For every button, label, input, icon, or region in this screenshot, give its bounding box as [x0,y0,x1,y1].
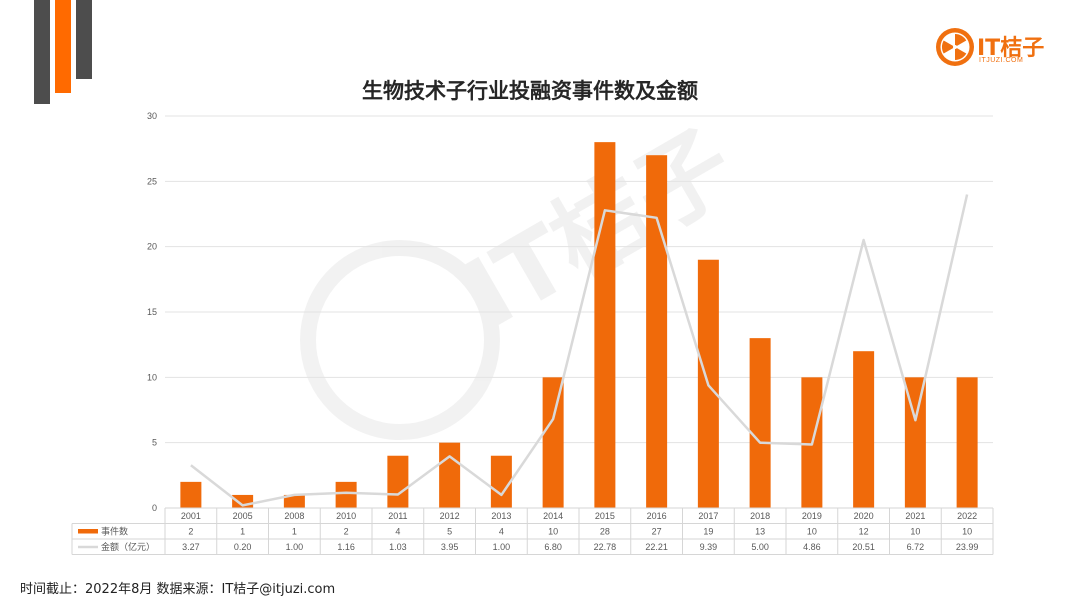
table-cell-amount: 6.72 [907,542,925,552]
x-tick-label: 2001 [181,511,201,521]
line-series-amount [190,194,969,507]
table-cell-amount: 9.39 [700,542,718,552]
decor-bar-dark-2 [76,0,92,79]
x-tick-label: 2018 [750,511,770,521]
table-cell-amount: 1.16 [337,542,355,552]
bar [749,338,771,508]
bar [283,494,305,508]
bar [956,377,978,508]
table-cell-events: 2 [188,527,193,537]
table-cell-amount: 1.03 [389,542,407,552]
x-tick-label: 2022 [957,511,977,521]
table-cell-events: 10 [910,527,920,537]
y-tick-label: 15 [147,307,157,317]
y-tick-label: 30 [147,111,157,121]
table-cell-events: 2 [344,527,349,537]
x-tick-label: 2017 [698,511,718,521]
source-footer: 时间截止：2022年8月 数据来源：IT桔子@itjuzi.com [20,582,336,597]
chart-title: 生物技术子行业投融资事件数及金额 [362,79,698,103]
decor-bar-dark-1 [34,0,50,104]
logo: IT桔子 ITJUZI.COM [935,27,1055,69]
bar [335,481,357,508]
x-tick-label: 2020 [854,511,874,521]
table-cell-amount: 23.99 [956,542,979,552]
x-tick-label: 2008 [284,511,304,521]
table-cell-amount: 22.78 [594,542,617,552]
bar [439,442,461,508]
x-tick-label: 2014 [543,511,563,521]
orange-slice-icon [936,28,974,66]
x-tick-label: 2012 [440,511,460,521]
y-tick-label: 20 [147,242,157,252]
table-cell-events: 27 [652,527,662,537]
bar [646,155,668,508]
legend-label-events: 事件数 [101,526,128,537]
table-cell-amount: 5.00 [751,542,769,552]
table-cell-events: 4 [499,527,504,537]
watermark-ring [300,240,500,440]
table-cell-events: 5 [447,527,452,537]
x-tick-label: 2015 [595,511,615,521]
table-cell-amount: 1.00 [286,542,304,552]
table-cell-events: 4 [395,527,400,537]
x-tick-label: 2005 [233,511,253,521]
bar [904,377,926,508]
bar [853,351,875,508]
x-tick-label: 2021 [905,511,925,521]
table-cell-events: 12 [859,527,869,537]
table-cell-amount: 20.51 [852,542,875,552]
table-cell-amount: 6.80 [544,542,562,552]
table-cell-amount: 22.21 [645,542,668,552]
table-cell-events: 13 [755,527,765,537]
table-cell-events: 10 [962,527,972,537]
bar [542,377,564,508]
table-cell-events: 28 [600,527,610,537]
y-tick-label: 25 [147,176,157,186]
x-tick-label: 2011 [388,511,407,521]
y-tick-label: 10 [147,372,157,382]
x-tick-label: 2013 [491,511,511,521]
decor-bar-orange [55,0,71,93]
y-tick-label: 0 [152,503,157,513]
bar [180,481,202,508]
bar [490,455,512,508]
bar [387,455,409,508]
legend-key-bar [78,529,98,534]
table-cell-amount: 4.86 [803,542,821,552]
table-cell-events: 1 [292,527,297,537]
y-tick-label: 5 [152,438,157,448]
table-cell-events: 19 [703,527,713,537]
watermark-logo: IT桔子 [300,110,753,440]
table-cell-events: 10 [807,527,817,537]
table-cell-events: 1 [240,527,245,537]
table-cell-events: 10 [548,527,558,537]
logo-subtext: ITJUZI.COM [979,57,1024,64]
x-tick-label: 2010 [336,511,356,521]
legend-label-amount: 金额（亿元） [101,541,155,552]
x-tick-label: 2019 [802,511,822,521]
table-cell-amount: 1.00 [493,542,511,552]
table-cell-amount: 3.27 [182,542,200,552]
logo-text: IT桔子 [977,36,1045,61]
bar [594,142,616,508]
table-cell-amount: 0.20 [234,542,252,552]
table-cell-amount: 3.95 [441,542,459,552]
x-tick-label: 2016 [647,511,667,521]
